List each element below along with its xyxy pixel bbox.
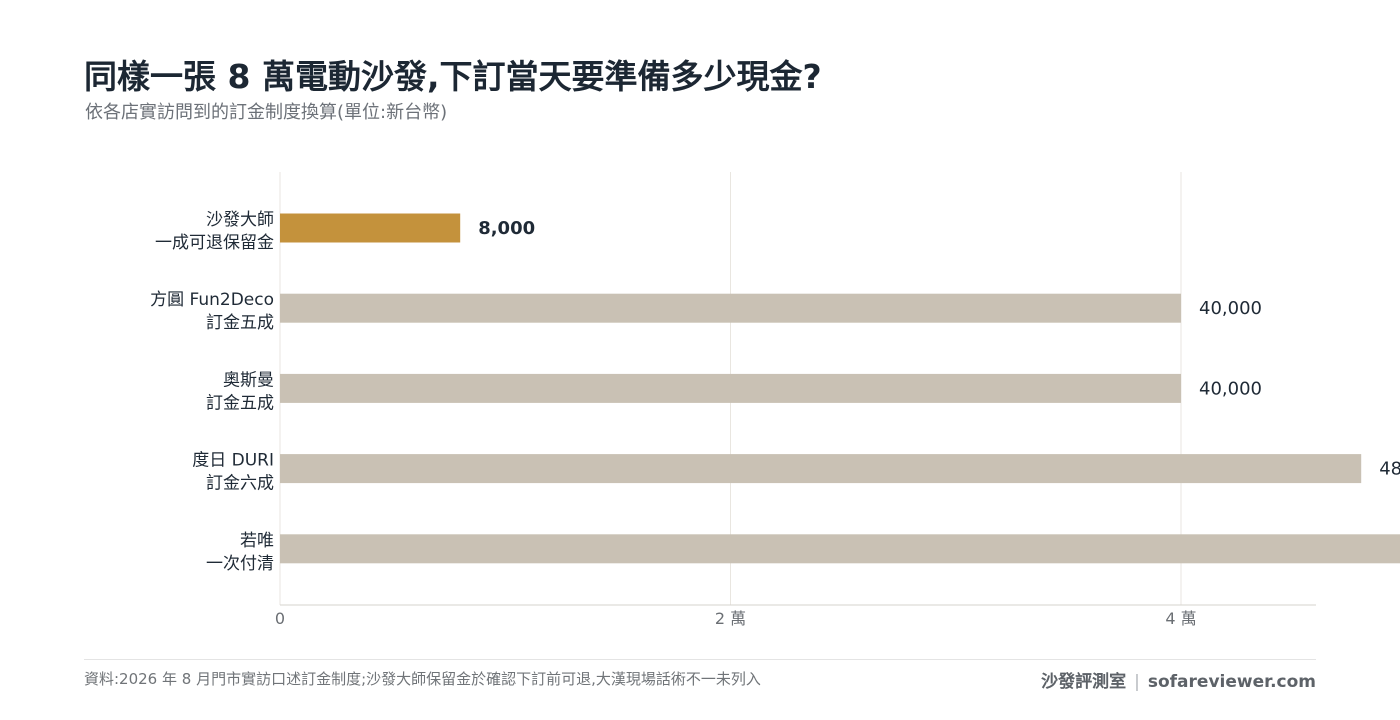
chart-title: 同樣一張 8 萬電動沙發,下訂當天要準備多少現金?	[84, 57, 822, 96]
value-label: 40,000	[1199, 298, 1262, 319]
category-label: 訂金六成	[206, 474, 274, 494]
bar	[280, 373, 1181, 403]
bar	[280, 293, 1181, 323]
x-tick-label: 4 萬	[1165, 609, 1196, 628]
category-label: 度日 DURI	[192, 451, 274, 471]
category-label: 一次付清	[206, 554, 274, 574]
x-tick-label: 2 萬	[715, 609, 746, 628]
category-label: 訂金五成	[206, 393, 274, 413]
category-label: 沙發大師	[206, 210, 274, 230]
x-tick-label: 0	[275, 609, 285, 628]
category-label: 奧斯曼	[223, 370, 274, 390]
footer-divider	[84, 659, 1316, 660]
bar	[280, 534, 1400, 564]
footer-brand: 沙發評測室 | sofareviewer.com	[1041, 667, 1316, 692]
category-label: 訂金五成	[206, 313, 274, 333]
value-label: 8,000	[478, 218, 535, 239]
bar	[280, 213, 461, 243]
bar	[280, 454, 1362, 484]
chart-subtitle: 依各店實訪問到的訂金制度換算(單位:新台幣)	[85, 102, 448, 123]
brand-separator: |	[1134, 672, 1140, 692]
brand-site: sofareviewer.com	[1147, 672, 1316, 692]
category-label: 若唯	[240, 531, 274, 551]
value-label: 48,000	[1379, 459, 1400, 480]
brand-name: 沙發評測室	[1041, 672, 1127, 692]
category-label: 方圓 Fun2Deco	[150, 290, 274, 310]
source-note: 資料:2026 年 8 月門市實訪口述訂金制度;沙發大師保留金於確認下訂前可退,…	[84, 670, 761, 688]
value-label: 40,000	[1199, 378, 1262, 399]
category-label: 一成可退保留金	[155, 233, 274, 253]
